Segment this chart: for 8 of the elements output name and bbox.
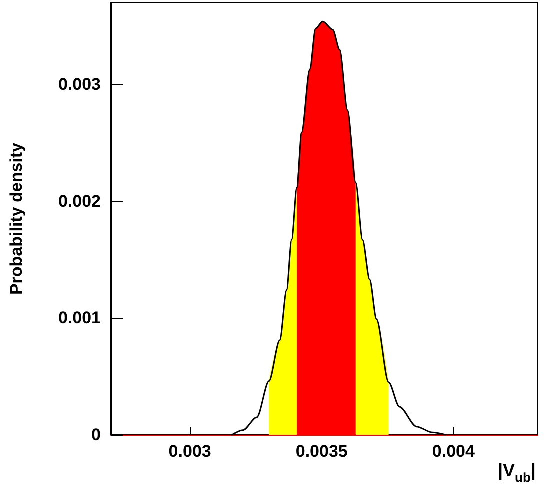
- x-tick-label: 0.003: [168, 442, 212, 461]
- x-tick-label: 0.0035: [296, 442, 348, 461]
- x-tick-label: 0.004: [432, 442, 476, 461]
- y-tick-label: 0.001: [58, 308, 101, 328]
- y-tick-label: 0: [92, 426, 101, 444]
- y-tick-label: 0.003: [58, 75, 101, 94]
- y-axis-title: Probability density: [7, 142, 26, 296]
- y-tick-label: 0.002: [58, 192, 101, 211]
